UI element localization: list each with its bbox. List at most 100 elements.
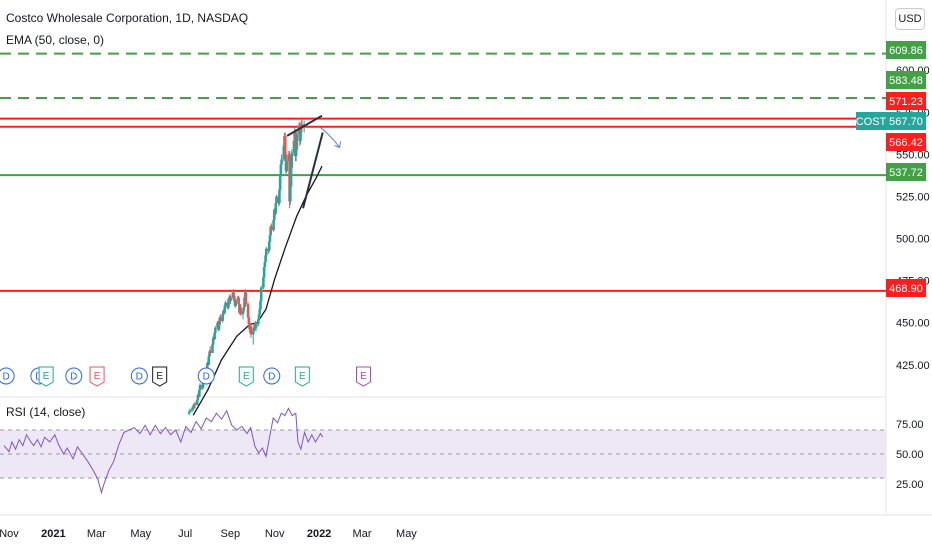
candle-body[interactable] bbox=[262, 277, 265, 288]
currency-button[interactable]: USD bbox=[895, 8, 925, 30]
candle-body[interactable] bbox=[237, 297, 240, 305]
time-tick-label: May bbox=[396, 528, 417, 540]
candle-body[interactable] bbox=[279, 164, 283, 177]
candle-body[interactable] bbox=[187, 411, 191, 414]
candle-body[interactable] bbox=[208, 351, 211, 357]
candle-body[interactable] bbox=[257, 319, 260, 325]
dividend-marker[interactable] bbox=[65, 367, 83, 385]
candle-body[interactable] bbox=[211, 337, 215, 345]
candle-body[interactable] bbox=[198, 390, 201, 397]
candle-body[interactable] bbox=[206, 363, 209, 370]
candle-body[interactable] bbox=[267, 241, 271, 251]
dividend-marker[interactable] bbox=[263, 367, 281, 385]
candle-body[interactable] bbox=[244, 292, 248, 305]
candle-body[interactable] bbox=[242, 307, 246, 311]
candle-body[interactable] bbox=[278, 176, 282, 190]
candle-body[interactable] bbox=[269, 226, 272, 236]
candle-body[interactable] bbox=[224, 302, 227, 306]
rsi-line bbox=[3, 407, 324, 495]
dividend-marker-label: D bbox=[268, 372, 275, 383]
time-axis[interactable]: Nov 2021 Mar May Jul Sep Nov 2022 Mar May bbox=[0, 528, 417, 540]
candle-body[interactable] bbox=[188, 410, 192, 412]
earnings-marker[interactable] bbox=[89, 366, 105, 387]
candle-body[interactable] bbox=[259, 300, 262, 310]
candle-body[interactable] bbox=[300, 124, 304, 128]
symbol-tag-label: COST bbox=[856, 116, 887, 128]
candle-body[interactable] bbox=[192, 403, 196, 409]
candle-body[interactable] bbox=[280, 159, 283, 165]
earnings-marker[interactable] bbox=[355, 366, 371, 387]
price-tag-label: 583.48 bbox=[889, 75, 923, 87]
candle-body[interactable] bbox=[219, 317, 222, 322]
candle-body[interactable] bbox=[241, 310, 245, 315]
earnings-marker[interactable] bbox=[238, 366, 254, 387]
earnings-marker[interactable] bbox=[152, 366, 168, 387]
candle-body[interactable] bbox=[289, 186, 292, 202]
candle-body[interactable] bbox=[234, 300, 238, 306]
price-tag-label: 468.90 bbox=[889, 283, 923, 295]
candle-body[interactable] bbox=[285, 161, 288, 172]
candle-body[interactable] bbox=[243, 297, 246, 308]
candle-body[interactable] bbox=[299, 130, 302, 141]
candle-body[interactable] bbox=[264, 255, 267, 263]
candle-body[interactable] bbox=[272, 220, 275, 231]
candle-body[interactable] bbox=[262, 267, 266, 278]
candle-body[interactable] bbox=[290, 152, 294, 168]
candle-body[interactable] bbox=[249, 326, 253, 335]
rsi-legend[interactable]: RSI (14, close) bbox=[6, 405, 86, 419]
ema-legend[interactable]: EMA (50, close, 0) bbox=[6, 33, 105, 47]
candle-body[interactable] bbox=[282, 145, 286, 160]
candle-body[interactable] bbox=[270, 226, 273, 231]
candle-body[interactable] bbox=[217, 324, 221, 330]
candle-body[interactable] bbox=[229, 297, 232, 301]
candle-body[interactable] bbox=[268, 235, 272, 242]
earnings-marker[interactable] bbox=[294, 366, 310, 387]
price-tag bbox=[886, 41, 926, 59]
candle-body[interactable] bbox=[227, 302, 230, 308]
candle-body[interactable] bbox=[274, 203, 278, 214]
candle-body[interactable] bbox=[201, 381, 205, 389]
candle-body[interactable] bbox=[221, 314, 224, 322]
candle-body[interactable] bbox=[258, 309, 262, 315]
candle-body[interactable] bbox=[246, 304, 250, 318]
candle-body[interactable] bbox=[295, 134, 299, 150]
candle-body[interactable] bbox=[283, 135, 287, 155]
candle-body[interactable] bbox=[252, 327, 256, 332]
candle-body[interactable] bbox=[289, 167, 293, 187]
candle-body[interactable] bbox=[288, 154, 291, 202]
candle-body[interactable] bbox=[211, 344, 214, 354]
candle-body[interactable] bbox=[292, 140, 296, 153]
candle-body[interactable] bbox=[265, 248, 268, 256]
candle-body[interactable] bbox=[275, 196, 278, 204]
candle-body[interactable] bbox=[223, 305, 227, 313]
candle-body[interactable] bbox=[247, 317, 251, 325]
candle-body[interactable] bbox=[190, 408, 194, 411]
candle-body[interactable] bbox=[239, 307, 243, 315]
candle-body[interactable] bbox=[207, 356, 211, 365]
candle-body[interactable] bbox=[259, 287, 263, 301]
dividend-marker[interactable] bbox=[130, 367, 148, 385]
dividend-marker[interactable] bbox=[197, 367, 215, 385]
candle-body[interactable] bbox=[294, 149, 298, 157]
candle-body[interactable] bbox=[254, 324, 258, 328]
dividend-marker[interactable] bbox=[0, 367, 15, 385]
candle-body[interactable] bbox=[257, 314, 261, 320]
candle-body[interactable] bbox=[195, 400, 199, 406]
candle-body[interactable] bbox=[232, 295, 236, 301]
candle-body[interactable] bbox=[198, 384, 202, 391]
candle-body[interactable] bbox=[294, 132, 297, 157]
candle-body[interactable] bbox=[208, 351, 212, 354]
candle-body[interactable] bbox=[263, 262, 267, 268]
earnings-marker[interactable] bbox=[38, 366, 54, 387]
candle-body[interactable] bbox=[251, 331, 255, 335]
candle-body[interactable] bbox=[278, 189, 281, 204]
candle-body[interactable] bbox=[273, 209, 276, 221]
events-layer[interactable]: DDEDEDEDEDEE bbox=[0, 366, 371, 387]
candle-body[interactable] bbox=[214, 327, 217, 333]
candle-body[interactable] bbox=[193, 403, 197, 406]
candle-body[interactable] bbox=[196, 395, 200, 401]
candle-body[interactable] bbox=[213, 332, 216, 340]
candle-body[interactable] bbox=[232, 292, 235, 296]
candles-layer[interactable] bbox=[187, 119, 306, 416]
